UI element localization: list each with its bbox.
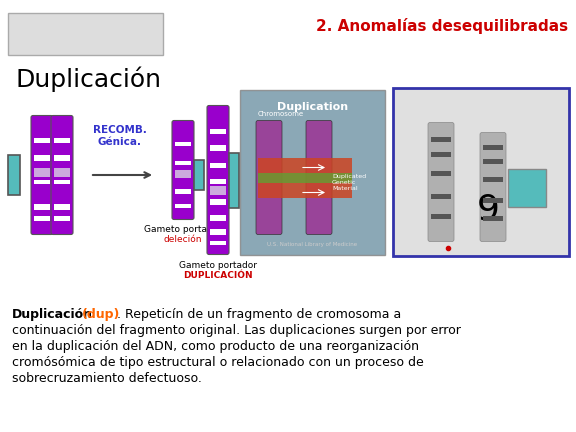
Bar	[210, 178, 226, 184]
Text: (dup): (dup)	[82, 308, 120, 321]
Bar	[229, 152, 239, 207]
Text: Duplication: Duplication	[277, 102, 348, 112]
Bar	[54, 156, 70, 161]
FancyBboxPatch shape	[51, 115, 73, 235]
Bar	[210, 241, 226, 245]
Text: Duplicated
Genetic
Material: Duplicated Genetic Material	[332, 174, 366, 191]
Bar	[393, 88, 569, 256]
Bar	[34, 156, 50, 161]
Bar	[431, 152, 451, 157]
Bar	[54, 168, 70, 177]
Text: Gameto portador: Gameto portador	[179, 260, 257, 270]
Text: 9: 9	[476, 192, 499, 226]
FancyBboxPatch shape	[31, 115, 53, 235]
FancyBboxPatch shape	[256, 121, 282, 235]
Bar	[483, 216, 503, 221]
Text: Duplicación: Duplicación	[15, 66, 161, 92]
Bar	[483, 177, 503, 182]
Bar	[175, 189, 191, 194]
Text: U.S. National Library of Medicine: U.S. National Library of Medicine	[267, 242, 358, 247]
Bar	[34, 216, 50, 221]
Bar	[34, 204, 50, 210]
Bar	[175, 204, 191, 208]
Bar	[175, 161, 191, 165]
Text: sobrecruzamiento defectuoso.: sobrecruzamiento defectuoso.	[12, 372, 202, 385]
Bar	[210, 229, 226, 235]
Text: en la duplicación del ADN, como producto de una reorganización: en la duplicación del ADN, como producto…	[12, 340, 419, 353]
Text: . Repeticín de un fragmento de cromosoma a: . Repeticín de un fragmento de cromosoma…	[117, 308, 401, 321]
Text: DUPLICACIÓN: DUPLICACIÓN	[183, 270, 253, 280]
Text: cromósómica de tipo estructural o relacionado con un proceso de: cromósómica de tipo estructural o relaci…	[12, 356, 424, 369]
Bar	[483, 159, 503, 164]
Bar	[54, 138, 70, 143]
Text: RECOMB.
Génica.: RECOMB. Génica.	[93, 125, 147, 147]
FancyBboxPatch shape	[207, 105, 229, 254]
Bar	[54, 180, 70, 184]
Bar	[175, 170, 191, 178]
Bar	[431, 214, 451, 219]
Text: deleción: deleción	[164, 235, 202, 245]
FancyBboxPatch shape	[428, 123, 454, 241]
Text: Chromosome: Chromosome	[258, 111, 304, 118]
FancyBboxPatch shape	[306, 121, 332, 235]
Bar	[175, 143, 191, 146]
Bar	[240, 90, 385, 255]
Bar	[34, 138, 50, 143]
Bar	[483, 198, 503, 203]
FancyBboxPatch shape	[172, 121, 194, 219]
Bar	[508, 169, 546, 207]
Bar	[194, 160, 204, 190]
Text: Duplicación: Duplicación	[12, 308, 93, 321]
Bar	[210, 145, 226, 151]
FancyBboxPatch shape	[480, 133, 506, 241]
Bar	[431, 171, 451, 176]
Text: 2. Anomalías desequilibradas: 2. Anomalías desequilibradas	[316, 18, 568, 34]
Bar	[258, 158, 352, 197]
Bar	[210, 129, 226, 133]
Bar	[8, 13, 163, 55]
Bar	[258, 172, 352, 182]
Text: Gameto portador: Gameto portador	[144, 226, 222, 235]
Bar	[210, 199, 226, 205]
Bar	[483, 145, 503, 150]
Bar	[34, 180, 50, 184]
Bar	[34, 168, 50, 177]
Bar	[431, 137, 451, 142]
Bar	[8, 155, 20, 195]
Bar	[431, 194, 451, 199]
Bar	[210, 215, 226, 221]
Bar	[210, 162, 226, 168]
Bar	[210, 186, 226, 194]
Text: continuación del fragmento original. Las duplicaciones surgen por error: continuación del fragmento original. Las…	[12, 324, 461, 337]
Bar	[54, 204, 70, 210]
Bar	[54, 216, 70, 221]
